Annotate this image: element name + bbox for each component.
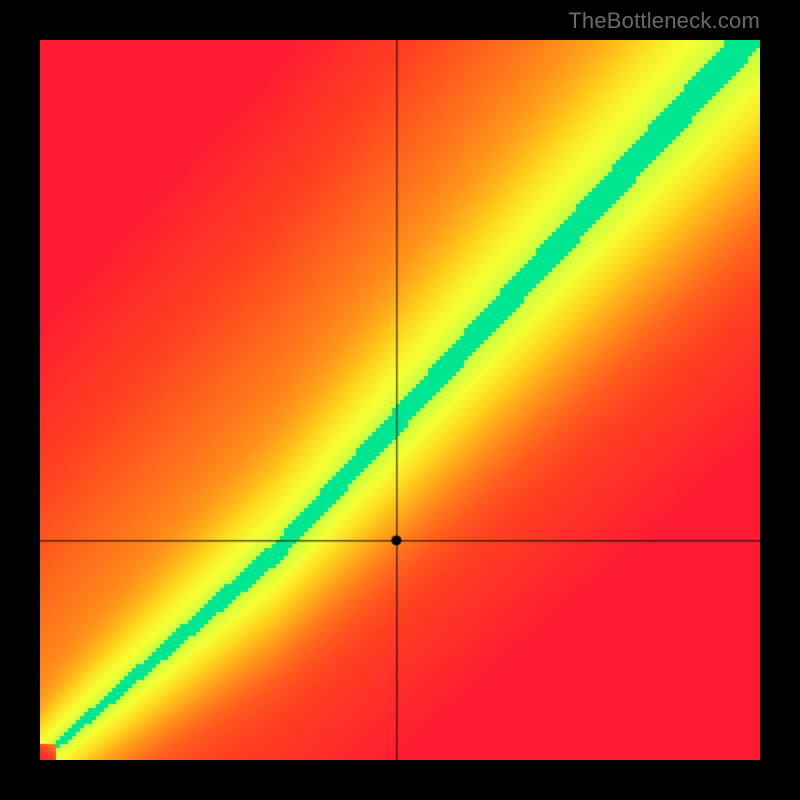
bottleneck-heatmap — [40, 40, 760, 760]
frame-right — [760, 0, 800, 800]
watermark-text: TheBottleneck.com — [568, 8, 760, 34]
frame-bottom — [0, 760, 800, 800]
frame-left — [0, 0, 40, 800]
